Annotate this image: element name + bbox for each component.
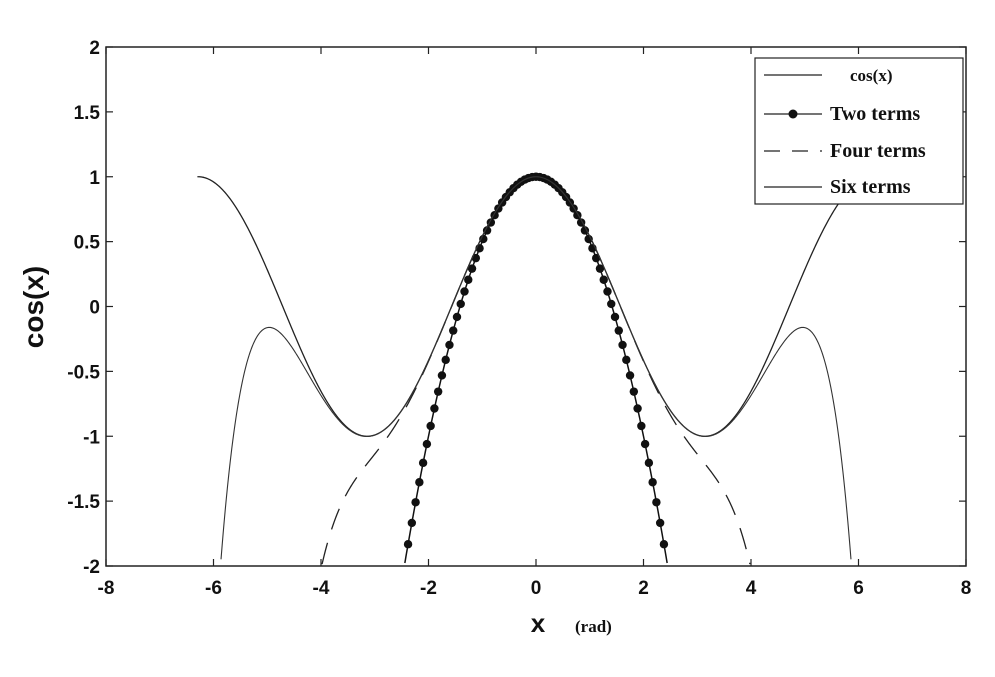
legend-box xyxy=(754,57,964,205)
series-two-terms-marker xyxy=(426,421,435,431)
y-tick-label: 0 xyxy=(89,298,100,319)
y-tick-label: 1 xyxy=(89,168,100,189)
legend-item: Six terms xyxy=(764,176,911,198)
series-two-terms-marker xyxy=(464,275,473,284)
x-tick-label: 6 xyxy=(853,578,864,599)
series-two-terms-marker xyxy=(652,498,661,507)
series-two-terms-marker xyxy=(467,264,477,273)
x-tick-label: 8 xyxy=(961,578,972,599)
series-four-terms xyxy=(321,176,751,565)
x-tick-label: 4 xyxy=(746,578,757,599)
x-tick-labels: -8 -6 -4 -2 0 2 4 6 8 xyxy=(98,578,972,599)
series-two-terms-marker xyxy=(452,312,462,322)
y-tick-label: -2 xyxy=(83,557,100,578)
series-two-terms-marker xyxy=(614,326,623,335)
series-two-terms-marker xyxy=(445,340,454,350)
series-six-terms xyxy=(220,176,852,560)
legend-label: Two terms xyxy=(830,103,920,125)
series-two-terms-marker xyxy=(418,458,428,468)
x-tick-label: -8 xyxy=(98,578,115,599)
legend-items: cos(x) Two terms Four terms Six terms xyxy=(764,66,926,198)
x-axis-unit: (rad) xyxy=(575,617,612,636)
series-two-terms-marker xyxy=(640,439,650,449)
x-tick-label: -6 xyxy=(205,578,222,599)
series-two-terms-marker xyxy=(580,226,590,235)
series-two-terms-line xyxy=(404,175,668,564)
x-tick-label: 0 xyxy=(531,578,542,599)
legend-label: cos(x) xyxy=(850,66,892,85)
series-two-terms-marker xyxy=(456,299,465,309)
series-two-terms-marker xyxy=(644,458,654,468)
series-two-terms xyxy=(403,172,669,564)
series-two-terms-marker xyxy=(607,299,616,309)
y-tick-label: -0.5 xyxy=(67,362,100,383)
series-two-terms-marker xyxy=(437,371,447,380)
series-two-terms-marker xyxy=(415,478,424,487)
series-two-terms-marker xyxy=(430,404,439,413)
legend-label: Six terms xyxy=(830,176,911,198)
series-two-terms-marker xyxy=(482,226,492,235)
series-two-terms-marker xyxy=(411,498,420,507)
x-axis-label: x xyxy=(531,608,546,638)
legend-item: Two terms xyxy=(764,103,920,125)
y-tick-label: -1 xyxy=(83,427,100,448)
series-cos xyxy=(197,176,875,437)
series-two-terms-marker xyxy=(629,387,639,396)
series-two-terms-marker xyxy=(603,287,612,296)
x-tick-label: -2 xyxy=(420,578,437,599)
series-two-terms-marker xyxy=(618,340,627,350)
series-two-terms-marker xyxy=(637,421,646,431)
legend: cos(x) Two terms Four terms Six terms xyxy=(754,57,964,205)
series-two-terms-marker xyxy=(460,287,469,296)
series-two-terms-marker xyxy=(403,540,413,549)
plot-area xyxy=(105,46,967,567)
series-two-terms-marker xyxy=(655,518,665,528)
legend-marker-two-terms xyxy=(788,109,798,119)
y-tick-label: 2 xyxy=(89,38,100,59)
series-two-terms-marker xyxy=(633,404,642,413)
series-two-terms-marker xyxy=(479,234,488,244)
series-two-terms-marker xyxy=(599,275,608,284)
series-two-terms-marker xyxy=(648,478,657,487)
y-tick-label: -1.5 xyxy=(67,492,100,513)
series-two-terms-marker xyxy=(659,540,669,549)
series-two-terms-marker xyxy=(407,518,417,528)
series-layer xyxy=(197,172,875,565)
y-axis-label: cos(x) xyxy=(18,266,49,348)
legend-item: cos(x) xyxy=(764,66,892,85)
y-tick-label: 1.5 xyxy=(74,103,101,124)
series-two-terms-marker xyxy=(584,234,593,244)
x-tick-label: -4 xyxy=(313,578,330,599)
series-two-terms-marker xyxy=(625,371,635,380)
x-tick-label: 2 xyxy=(638,578,649,599)
series-two-terms-marker xyxy=(441,355,450,365)
series-two-terms-marker xyxy=(449,326,458,335)
series-two-terms-marker xyxy=(610,312,620,322)
y-tick-label: 0.5 xyxy=(74,233,101,254)
series-two-terms-marker xyxy=(422,439,432,449)
legend-item: Four terms xyxy=(764,140,926,162)
y-tick-labels: 2 1.5 1 0.5 0 -0.5 -1 -1.5 -2 xyxy=(67,38,100,578)
legend-label: Four terms xyxy=(830,140,926,162)
series-two-terms-marker xyxy=(622,355,631,365)
series-two-terms-marker xyxy=(433,387,443,396)
series-two-terms-marker xyxy=(595,264,605,273)
